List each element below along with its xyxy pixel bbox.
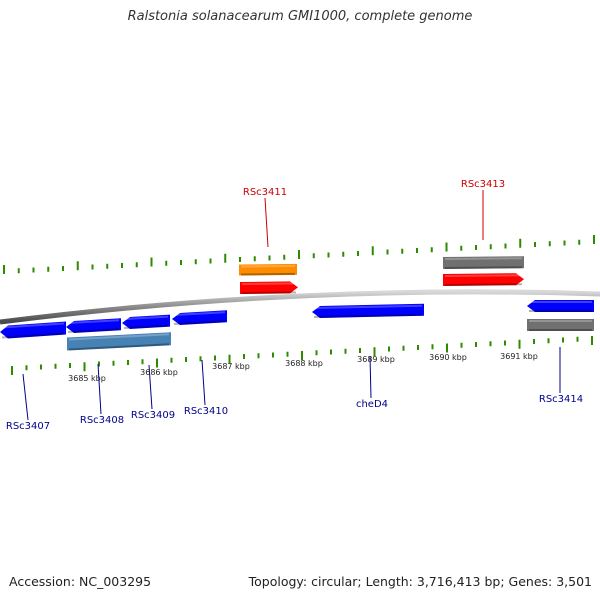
leader-line-rsc3411	[264, 197, 269, 248]
tick-marks	[3, 235, 595, 375]
gene-steelblue-feature	[67, 332, 171, 351]
gene-label-rsc3409[interactable]: RSc3409	[131, 410, 175, 421]
kbp-labels: 3685 kbp 3686 kbp 3687 kbp 3688 kbp 3689 kbp…	[68, 352, 538, 383]
gene-label-rsc3414[interactable]: RSc3414	[539, 394, 583, 405]
gene-gray-feature	[443, 256, 524, 269]
gene-rsc3411	[240, 281, 298, 294]
genome-title: Ralstonia solanacearum GMI1000, complete…	[127, 9, 473, 24]
gene-rsc3409	[122, 314, 170, 329]
gene-label-ched4[interactable]: cheD4	[356, 399, 388, 410]
leader-line-rsc3408	[97, 363, 102, 415]
kbp-label: 3688 kbp	[285, 359, 323, 368]
kbp-label: 3685 kbp	[68, 374, 106, 383]
gene-label-rsc3411[interactable]: RSc3411	[243, 187, 287, 198]
kbp-label: 3686 kbp	[140, 368, 178, 377]
gene-label-rsc3408[interactable]: RSc3408	[80, 415, 124, 426]
accession-text: Accession: NC_003295	[9, 574, 152, 589]
gene-labels: RSc3411 RSc3413 RSc3407 RSc3408 RSc3409 RSc34…	[6, 179, 583, 432]
gene-rsc3413	[443, 273, 524, 286]
gene-gray-feature-2	[527, 319, 594, 331]
gene-label-rsc3410[interactable]: RSc3410	[184, 406, 228, 417]
kbp-label: 3690 kbp	[429, 353, 467, 362]
gene-label-rsc3407[interactable]: RSc3407	[6, 421, 50, 432]
leader-line-rsc3407	[22, 373, 29, 421]
gene-rsc3407	[0, 321, 66, 339]
leader-line-rsc3410	[201, 359, 206, 406]
kbp-label: 3687 kbp	[212, 362, 250, 371]
genome-backbone	[0, 289, 600, 325]
kbp-label: 3689 kbp	[357, 355, 395, 364]
gene-rsc3410	[172, 310, 227, 325]
gene-ched4	[312, 303, 424, 318]
gene-orange-feature	[239, 263, 297, 276]
gene-label-rsc3413[interactable]: RSc3413	[461, 179, 505, 190]
kbp-label: 3691 kbp	[500, 352, 538, 361]
topology-text: Topology: circular; Length: 3,716,413 bp…	[248, 574, 592, 589]
leader-line-rsc3409	[148, 364, 153, 410]
leader-line-ched4	[369, 355, 372, 399]
gene-rsc3414	[527, 300, 594, 312]
gene-rsc3408	[66, 318, 121, 333]
gene-features	[0, 256, 594, 351]
